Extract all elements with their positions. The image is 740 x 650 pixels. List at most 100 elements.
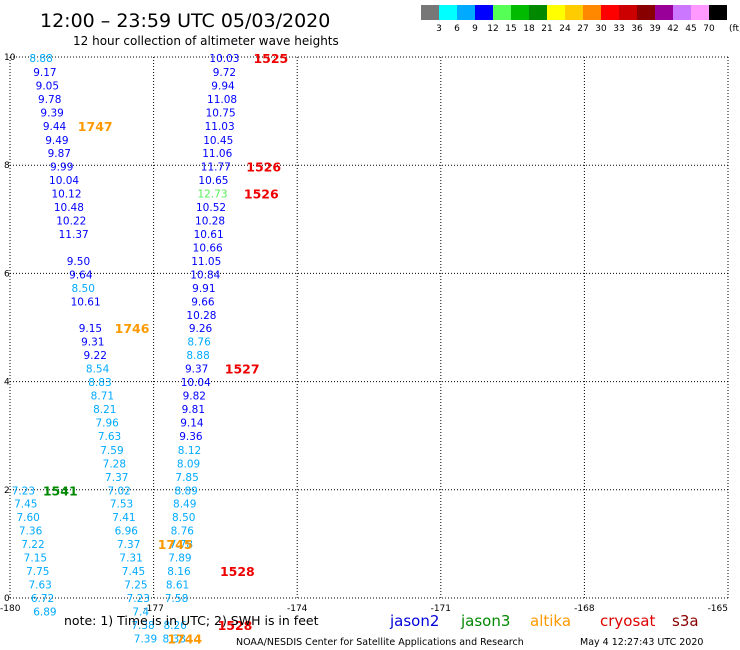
wave-height-point: 8.16 <box>167 566 191 578</box>
wave-height-point: 10.75 <box>206 108 236 120</box>
legend-item-cryosat: cryosat <box>600 612 655 630</box>
wave-height-point: 7.4 <box>132 607 149 619</box>
wave-height-point: 9.44 <box>43 121 67 133</box>
pass-time-label: 1747 <box>78 119 113 134</box>
y-tick-label: 2 <box>4 486 10 496</box>
color-scale-swatch <box>439 5 457 20</box>
wave-height-point: 7.75 <box>26 566 49 578</box>
wave-height-point: 8.83 <box>88 377 111 389</box>
wave-height-point: 7.39 <box>134 634 157 646</box>
wave-height-point: 7.53 <box>110 498 133 510</box>
color-scale-label: 27 <box>577 24 588 34</box>
wave-height-point: 7.02 <box>107 485 130 497</box>
wave-height-point: 7.45 <box>122 566 145 578</box>
pass-time-label: 1526 <box>244 186 279 201</box>
color-scale-label: 45 <box>685 24 696 34</box>
legend-item-jason3: jason3 <box>460 612 510 630</box>
plot-grid <box>9 56 729 599</box>
color-scale-swatch <box>673 5 691 20</box>
color-scale-swatch <box>691 5 709 20</box>
wave-height-point: 8.61 <box>166 579 189 591</box>
wave-height-point: 9.87 <box>48 148 71 160</box>
wave-height-point: 7.89 <box>168 552 191 564</box>
wave-height-point: 9.91 <box>192 283 215 295</box>
wave-height-point: 9.36 <box>179 431 203 443</box>
wave-height-point: 8.76 <box>171 525 195 537</box>
x-tick-label: -171 <box>431 604 451 614</box>
color-scale-swatch <box>475 5 493 20</box>
wave-height-point: 8.76 <box>187 337 211 349</box>
x-tick-label: -174 <box>287 604 308 614</box>
wave-height-point: 11.77 <box>201 161 231 173</box>
wave-height-point: 10.12 <box>51 188 81 200</box>
wave-height-point: 10.04 <box>181 377 211 389</box>
wave-height-point: 7.15 <box>24 552 47 564</box>
color-scale-label: 36 <box>631 24 643 34</box>
wave-height-point: 9.49 <box>45 135 68 147</box>
wave-height-point: 7.37 <box>117 539 140 551</box>
wave-height-point: 6.72 <box>31 593 54 605</box>
x-tick-label: -177 <box>143 604 163 614</box>
color-scale-label: 12 <box>487 24 498 34</box>
wave-height-point: 9.64 <box>69 269 93 281</box>
wave-height-point: 11.37 <box>59 229 89 241</box>
wave-height-point: 8.49 <box>173 498 196 510</box>
wave-height-point: 8.54 <box>86 364 110 376</box>
wave-height-point: 9.50 <box>67 256 90 268</box>
wave-height-point: 9.99 <box>50 161 73 173</box>
wave-height-point: 8.88 <box>29 53 52 65</box>
wave-height-point: 7.22 <box>21 539 44 551</box>
color-scale-swatch <box>529 5 547 20</box>
wave-height-point: 7.96 <box>95 418 119 430</box>
color-scale-label: 6 <box>454 24 460 34</box>
wave-height-point: 7.28 <box>103 458 126 470</box>
wave-height-point: 9.78 <box>38 94 61 106</box>
color-scale-swatch <box>637 5 655 20</box>
color-scale-label: 9 <box>472 24 478 34</box>
wave-height-point: 9.39 <box>40 108 63 120</box>
wave-height-point: 8.09 <box>177 458 200 470</box>
color-scale-swatch <box>565 5 583 20</box>
wave-height-point: 10.45 <box>203 135 233 147</box>
wave-height-point: 10.28 <box>186 310 216 322</box>
pass-time-labels: 1525 1747 1526 1526 1746 1527 1541 1745 1528 1528… <box>43 51 288 646</box>
color-scale-swatch <box>421 5 439 20</box>
credit-text: NOAA/NESDIS Center for Satellite Applica… <box>236 637 524 648</box>
wave-height-point: 7.45 <box>14 498 37 510</box>
wave-height-point: 7.85 <box>175 472 198 484</box>
color-scale-label: 70 <box>703 24 715 34</box>
color-scale-swatch <box>511 5 529 20</box>
pass-time-label: 1745 <box>158 537 193 552</box>
footnote: note: 1) Time is in UTC; 2) SWH is in fe… <box>64 613 319 628</box>
color-scale-swatch <box>547 5 565 20</box>
chart-subtitle: 12 hour collection of altimeter wave hei… <box>73 34 339 48</box>
wave-height-point: 7.31 <box>119 552 142 564</box>
x-tick-label: -165 <box>708 604 728 614</box>
pass-time-label: 1527 <box>225 362 260 377</box>
color-scale-swatch <box>619 5 637 20</box>
color-scale-swatch <box>601 5 619 20</box>
wave-height-point: 10.52 <box>196 202 226 214</box>
color-scale-swatch <box>457 5 475 20</box>
wave-height-point: 8.21 <box>93 404 116 416</box>
wave-height-point: 11.06 <box>202 148 232 160</box>
wave-height-point: 7.41 <box>112 512 135 524</box>
generated-timestamp: May 4 12:27:43 UTC 2020 <box>580 637 703 648</box>
color-scale-label: 15 <box>505 24 516 34</box>
wave-height-point: 11.03 <box>205 121 235 133</box>
wave-height-point: 10.28 <box>195 215 225 227</box>
wave-height-point: 8.89 <box>174 485 197 497</box>
wave-height-point: 9.81 <box>182 404 205 416</box>
wave-height-point: 10.22 <box>56 215 86 227</box>
wave-height-point: 7.37 <box>105 472 128 484</box>
wave-height-point: 10.48 <box>54 202 84 214</box>
color-scale-label: 33 <box>613 24 624 34</box>
legend-item-jason2: jason2 <box>389 612 439 630</box>
wave-height-point: 9.66 <box>191 297 215 309</box>
pass-time-label: 1528 <box>218 618 253 633</box>
wave-height-point: 8.50 <box>172 512 195 524</box>
wave-height-point: 9.82 <box>183 391 206 403</box>
wave-height-point: 8.12 <box>178 445 201 457</box>
